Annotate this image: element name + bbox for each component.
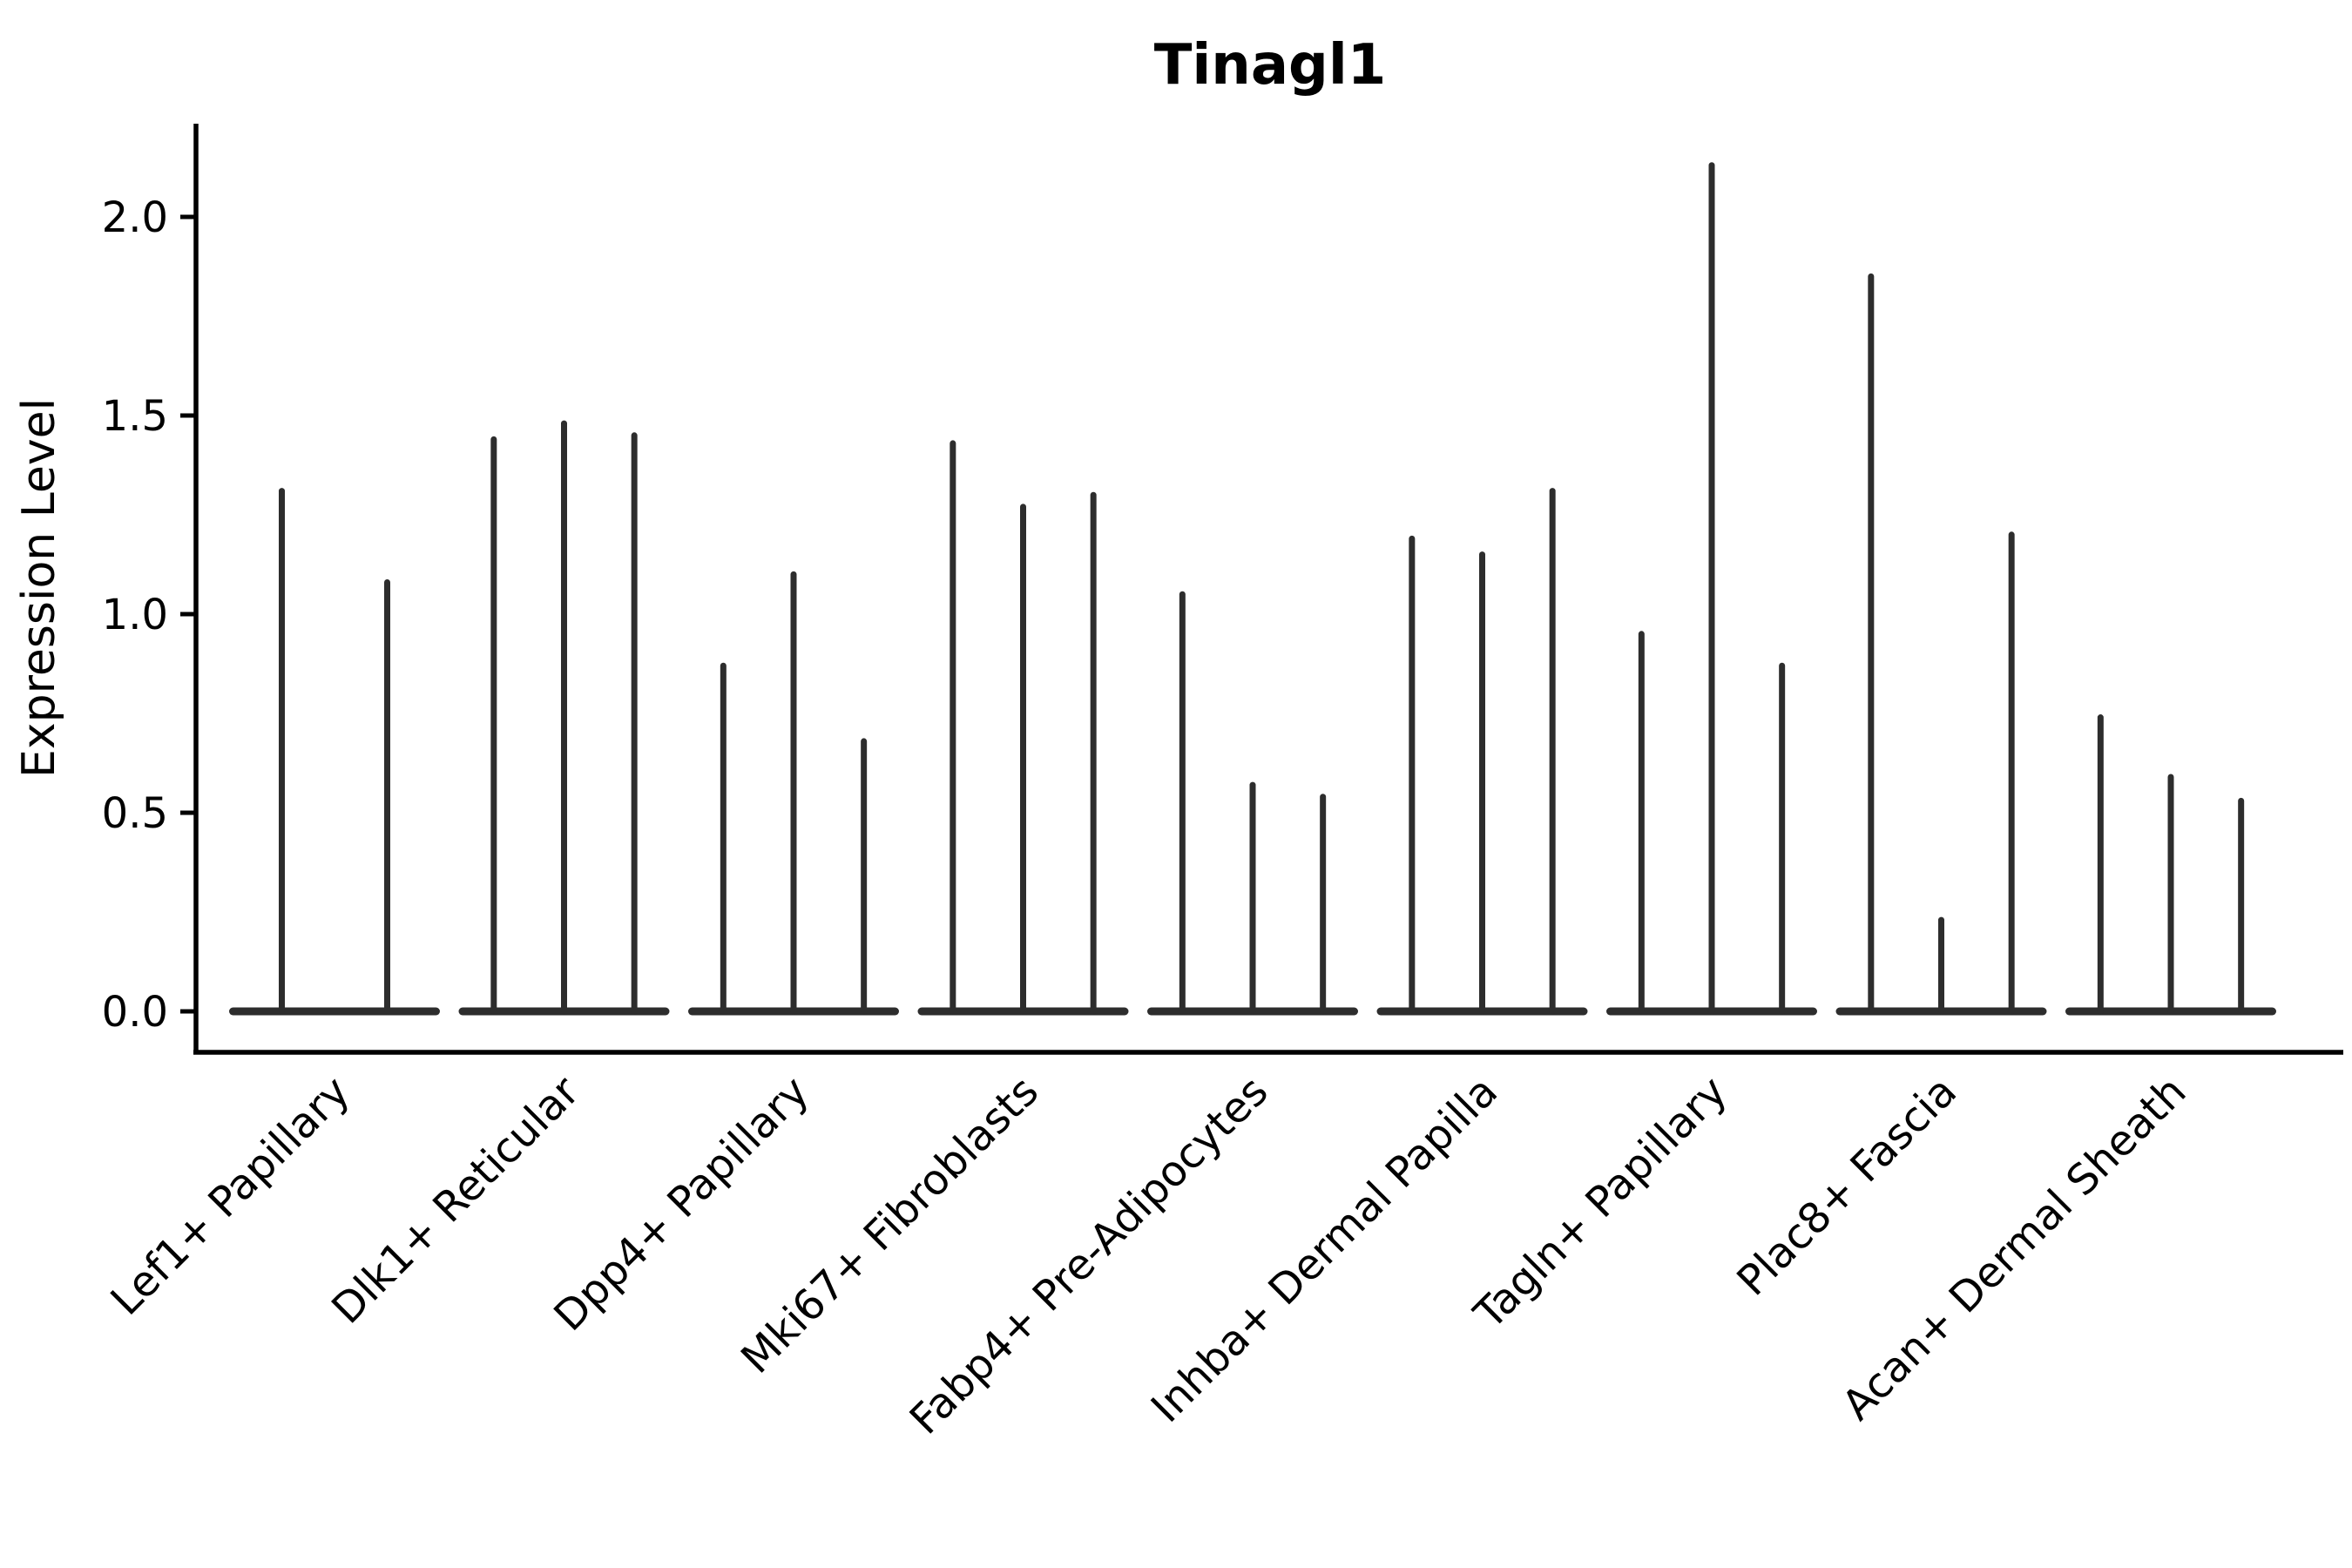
- violin-group: [1376, 488, 1588, 1016]
- x-category-label: Lef1+ Papillary: [102, 1067, 360, 1325]
- y-axis-label: Expression Level: [13, 398, 65, 778]
- violin-group: [1147, 591, 1358, 1016]
- violin-group: [229, 488, 440, 1016]
- violins-layer: [229, 162, 2276, 1016]
- x-category-label: Plac8+ Fascia: [1727, 1067, 1966, 1306]
- y-tick-label: 0.0: [102, 988, 168, 1037]
- violin-group: [688, 571, 899, 1016]
- x-category-label: Dlk1+ Reticular: [322, 1067, 589, 1334]
- x-category-label: Tagln+ Papillary: [1464, 1067, 1736, 1339]
- x-category-label: Dpp4+ Papillary: [544, 1067, 818, 1341]
- violin-group: [458, 420, 670, 1016]
- violin-base: [229, 1007, 440, 1016]
- y-tick-label: 1.5: [102, 392, 168, 441]
- violin-group: [917, 440, 1129, 1016]
- chart-title: Tinagl1: [1154, 33, 1387, 98]
- violin-group: [2065, 714, 2276, 1016]
- y-tick-label: 0.5: [102, 789, 168, 838]
- violin-group: [1835, 273, 2047, 1016]
- violin-group: [1606, 162, 1817, 1016]
- y-tick-label: 2.0: [102, 193, 168, 242]
- y-axis-ticks: 0.0 0.5 1.0 1.5 2.0: [102, 193, 196, 1037]
- y-tick-label: 1.0: [102, 591, 168, 639]
